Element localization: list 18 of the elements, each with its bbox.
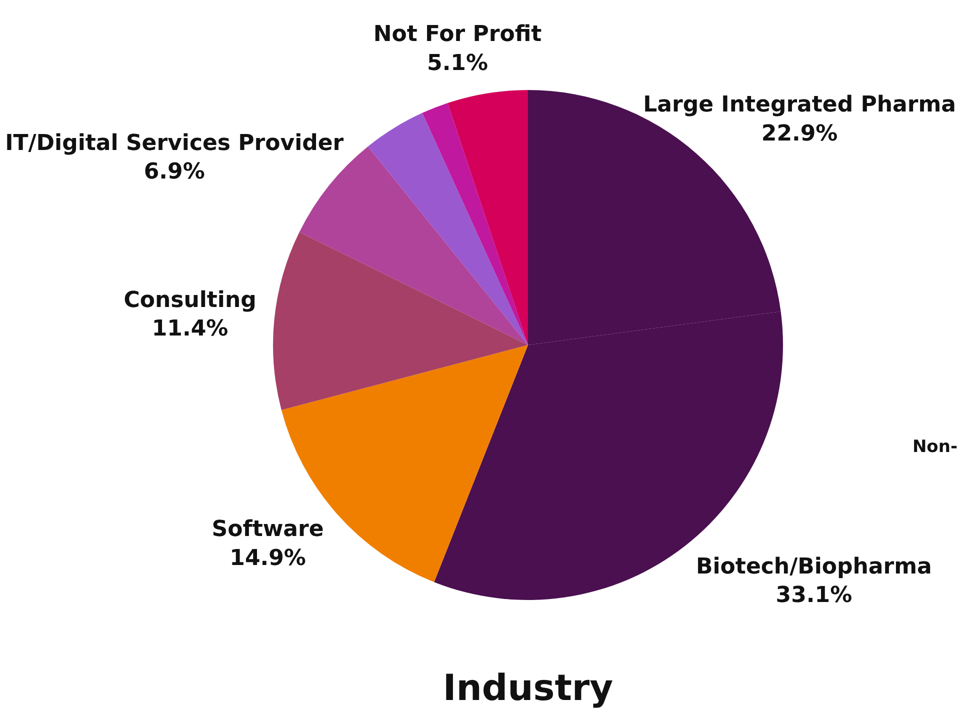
data-label: 6.9% [144, 159, 205, 184]
text: Industry [442, 668, 614, 709]
slice-label: IT/Digital Services Provider [5, 130, 344, 156]
data-label: 14.9% [230, 546, 306, 571]
text: Non- [912, 437, 958, 457]
slice-label: Not For Profit [373, 22, 542, 48]
data-label: 11.4% [152, 316, 228, 342]
slice-label: Biotech/Biopharma [696, 554, 932, 580]
data-label: 33.1% [776, 583, 852, 608]
pie-slice [368, 112, 528, 345]
slice-label: Consulting [124, 288, 256, 314]
slice-label: Large Integrated Pharma [643, 92, 956, 118]
data-label: 5.1% [427, 50, 488, 76]
data-label: 22.9% [761, 121, 838, 146]
pie-slice [448, 90, 528, 345]
pie-slice [422, 102, 528, 345]
slice-label: Software [212, 517, 324, 542]
pie-slice [273, 232, 528, 410]
